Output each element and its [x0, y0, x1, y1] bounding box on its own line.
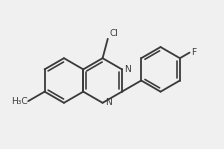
Text: N: N [105, 98, 111, 107]
Text: H₃C: H₃C [11, 97, 27, 106]
Text: F: F [191, 48, 196, 57]
Text: N: N [124, 65, 131, 74]
Text: Cl: Cl [110, 29, 118, 38]
